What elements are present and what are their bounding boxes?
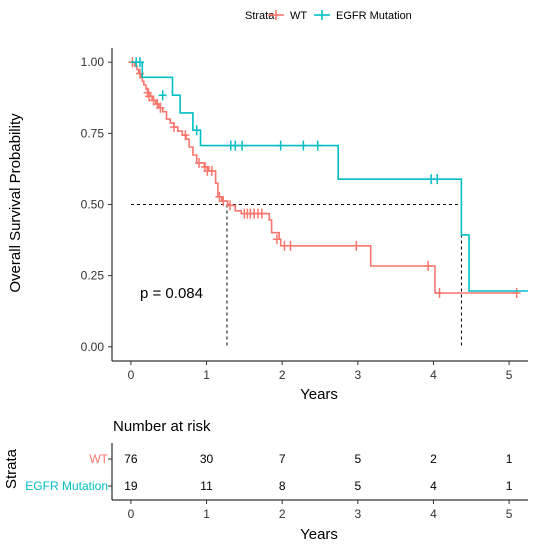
y-ticks: 0.00 0.25 0.50 0.75 1.00 <box>81 55 112 354</box>
legend-label-wt: WT <box>290 10 307 22</box>
legend-item-wt: WT <box>268 10 307 22</box>
x-tick-label: 1 <box>203 368 210 382</box>
y-axis-label: Overall Survival Probability <box>7 113 24 293</box>
censor-mark-wt <box>225 200 234 211</box>
censor-mark-egfr <box>313 140 322 151</box>
risk-count: 1 <box>506 479 513 493</box>
y-tick-label: 0.25 <box>81 269 105 283</box>
risk-count: 1 <box>506 452 513 466</box>
risk-strata-label: Strata <box>3 448 20 489</box>
censor-mark-wt <box>156 102 165 113</box>
risk-row-label: EGFR Mutation <box>25 479 108 493</box>
x-tick-label: 3 <box>354 368 361 382</box>
x-tick-label: 2 <box>279 368 286 382</box>
censor-mark-wt <box>145 91 154 102</box>
censor-mark-wt <box>512 287 521 298</box>
survival-curves <box>128 57 528 298</box>
risk-x-axis-label: Years <box>300 526 338 543</box>
censor-mark-wt <box>170 122 179 133</box>
censor-mark-wt <box>257 208 266 219</box>
risk-count: 11 <box>200 479 213 493</box>
censor-mark-wt <box>215 191 224 202</box>
legend-label-egfr: EGFR Mutation <box>336 10 412 22</box>
risk-count: 76 <box>124 452 138 466</box>
curve-wt <box>130 61 517 294</box>
risk-count: 4 <box>430 479 437 493</box>
risk-x-tick-label: 5 <box>506 507 513 521</box>
median-lines <box>130 204 462 347</box>
censor-mark-wt <box>435 287 444 298</box>
y-tick-label: 0.75 <box>81 126 105 140</box>
risk-count: 8 <box>279 479 286 493</box>
risk-count: 5 <box>354 452 361 466</box>
risk-table: WT 76 30 7 5 2 1 EGFR Mutation 19 11 8 5 4 1 <box>25 452 512 493</box>
y-tick-label: 0.00 <box>81 340 105 354</box>
risk-x-tick-label: 4 <box>430 507 437 521</box>
risk-x-tick-label: 3 <box>354 507 361 521</box>
risk-x-tick-label: 0 <box>128 507 135 521</box>
censor-mark-egfr <box>238 140 247 151</box>
censor-mark-egfr <box>231 140 240 151</box>
risk-x-tick-label: 1 <box>203 507 210 521</box>
x-ticks: 0 1 2 3 4 5 <box>128 361 513 382</box>
risk-count: 5 <box>354 479 361 493</box>
curve-egfr <box>130 61 528 292</box>
y-tick-label: 1.00 <box>81 55 105 69</box>
censor-mark-egfr <box>433 174 442 185</box>
censor-mark-wt <box>286 240 295 251</box>
x-axis-label: Years <box>300 386 338 403</box>
p-value-label: p = 0.084 <box>140 285 203 302</box>
risk-count: 19 <box>124 479 138 493</box>
censor-mark-wt <box>272 234 281 245</box>
censor-mark-wt <box>352 240 361 251</box>
censor-mark-wt <box>181 130 190 141</box>
x-tick-label: 5 <box>506 368 513 382</box>
risk-x-tick-label: 2 <box>279 507 286 521</box>
risk-count: 2 <box>430 452 437 466</box>
y-tick-label: 0.50 <box>81 198 105 212</box>
censor-mark-egfr <box>299 140 308 151</box>
legend-item-egfr: EGFR Mutation <box>314 10 412 22</box>
risk-count: 30 <box>200 452 214 466</box>
censor-mark-wt <box>194 157 203 168</box>
censor-mark-egfr <box>135 57 144 68</box>
censor-mark-wt <box>424 260 433 271</box>
censor-mark-egfr <box>158 90 167 101</box>
risk-x-ticks: 0 1 2 3 4 5 <box>128 500 513 521</box>
risk-table-title: Number at risk <box>113 418 211 435</box>
legend-title: Strata <box>245 10 275 22</box>
x-tick-label: 0 <box>128 368 135 382</box>
risk-row-label: WT <box>89 452 108 466</box>
risk-count: 7 <box>279 452 286 466</box>
censor-mark-wt <box>207 165 216 176</box>
x-tick-label: 4 <box>430 368 437 382</box>
censor-mark-egfr <box>192 125 201 136</box>
censor-mark-egfr <box>276 140 285 151</box>
legend: Strata WT EGFR Mutation <box>245 10 412 22</box>
censor-mark-wt <box>219 196 228 207</box>
